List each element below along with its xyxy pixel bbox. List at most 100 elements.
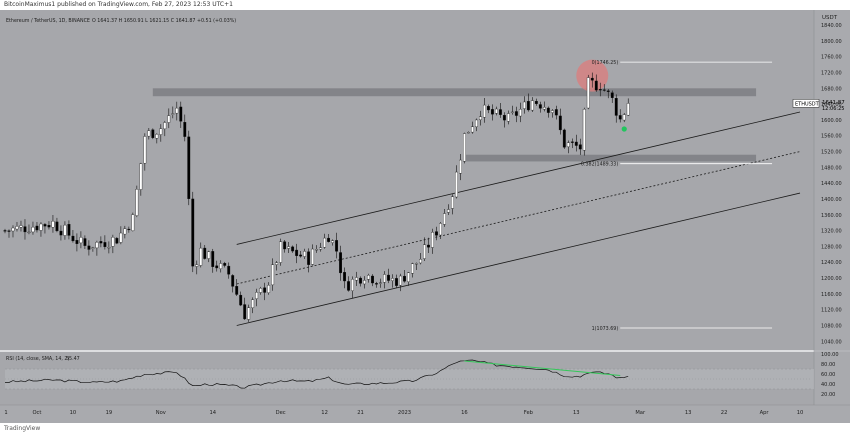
candle-up: [79, 237, 83, 244]
price-tick-label: 1240.00: [821, 260, 842, 266]
time-tick-label: Nov: [156, 410, 166, 416]
candle-up: [363, 280, 366, 285]
rsi-value: 55.47: [66, 356, 80, 362]
candle-down: [87, 245, 91, 250]
candle-up: [319, 247, 323, 250]
rsi-tick-label: 60.00: [821, 372, 835, 378]
candle-up: [91, 247, 95, 249]
candle-up: [31, 226, 35, 233]
price-tick-label: 1760.00: [821, 55, 842, 61]
price-axis: 1840.00 1800.00 1760.00 1720.00 1680.00 1640.…: [821, 23, 842, 345]
time-tick-label: 1: [4, 410, 7, 416]
zones: [152, 88, 757, 162]
candle-up: [626, 103, 630, 116]
candle-down: [7, 230, 11, 232]
candle-up: [163, 122, 167, 130]
price-tick-label: 1200.00: [821, 276, 842, 282]
ohlc-readout: O 1641.37 H 1650.91 L 1621.15 C 1641.87 …: [92, 18, 236, 24]
candle-down: [335, 240, 339, 252]
fib-level-label: 0.382(1489.33): [581, 161, 618, 167]
candle-down: [299, 254, 303, 257]
candle-down: [570, 141, 574, 143]
rsi-tick-label: 100.00: [821, 352, 839, 358]
price-tick-label: 1640.00: [821, 102, 842, 108]
candle-up: [443, 213, 446, 225]
candle-up: [407, 272, 410, 282]
candle-down: [83, 238, 87, 246]
candle-down: [215, 265, 219, 269]
candle-up: [259, 288, 263, 293]
candle-up: [542, 107, 546, 110]
time-tick-label: 16: [461, 410, 468, 416]
candle-down: [578, 144, 582, 150]
candle-down: [490, 109, 494, 115]
candle-up: [15, 226, 19, 230]
marker-layer: [621, 126, 627, 132]
candle-up: [582, 108, 586, 151]
branding-bar: TradingView: [0, 423, 850, 434]
price-tick-label: 1280.00: [821, 244, 842, 250]
candle-up: [219, 263, 223, 269]
time-tick-label: Mar: [635, 410, 646, 416]
candle-up: [275, 262, 279, 265]
fib-level-label: 0(1746.25): [592, 60, 619, 66]
candle-down: [590, 77, 594, 81]
price-tick-label: 1480.00: [821, 165, 842, 171]
price-tick-label: 1400.00: [821, 197, 842, 203]
candle-up: [207, 251, 211, 259]
candle-up: [247, 307, 251, 320]
candle-down: [347, 281, 350, 291]
price-tick-label: 1040.00: [821, 339, 842, 345]
candle-up: [19, 225, 23, 228]
candle-up: [522, 101, 526, 109]
candle-up: [439, 223, 442, 236]
candles: [3, 72, 630, 322]
candle-up: [351, 279, 354, 291]
publisher-text: BitcoinMaximus1 published on TradingView…: [4, 1, 233, 8]
candle-down: [339, 252, 342, 274]
price-tick-label: 1800.00: [821, 39, 842, 45]
resistance-zone: [152, 88, 757, 97]
time-tick-label: 13: [573, 410, 580, 416]
candle-up: [550, 110, 554, 113]
candle-down: [47, 225, 51, 228]
candle-up: [518, 109, 522, 117]
tradingview-logo-text: TradingView: [4, 425, 41, 432]
time-tick-label: Feb: [524, 410, 534, 416]
chart-title: Ethereum / TetherUS, 1D, BINANCE: [6, 18, 90, 24]
candle-up: [27, 231, 31, 234]
candle-down: [283, 241, 287, 250]
rsi-tick-label: 40.00: [821, 382, 835, 388]
candle-down: [594, 80, 598, 91]
candle-up: [251, 299, 255, 309]
price-tick-label: 1120.00: [821, 308, 842, 314]
rsi-band-fill: [5, 369, 814, 389]
candle-up: [622, 114, 626, 121]
candle-down: [115, 238, 119, 244]
candle-up: [451, 196, 454, 209]
candle-down: [243, 304, 247, 320]
channel-upper-line: [236, 111, 801, 245]
time-tick-label: 2023: [398, 410, 411, 416]
candle-up: [494, 108, 498, 114]
candle-down: [606, 90, 610, 92]
badge-symbol: ETHUSDT: [795, 101, 820, 107]
candle-down: [103, 242, 107, 247]
candle-down: [610, 92, 614, 98]
candle-down: [486, 106, 490, 111]
candle-down: [239, 294, 243, 306]
time-tick-label: 10: [797, 410, 804, 416]
rsi-band: [5, 368, 814, 390]
candle-down: [614, 98, 618, 116]
price-tick-label: 1320.00: [821, 229, 842, 235]
candle-down: [359, 277, 362, 284]
candle-down: [526, 101, 530, 111]
rsi-lines: [4, 359, 629, 389]
candle-up: [131, 214, 135, 231]
candle-down: [502, 115, 506, 121]
price-tick-label: 1680.00: [821, 86, 842, 92]
time-tick-label: Apr: [760, 410, 770, 416]
time-tick-label: 22: [721, 410, 728, 416]
candle-down: [498, 109, 502, 115]
candle-down: [546, 107, 550, 113]
